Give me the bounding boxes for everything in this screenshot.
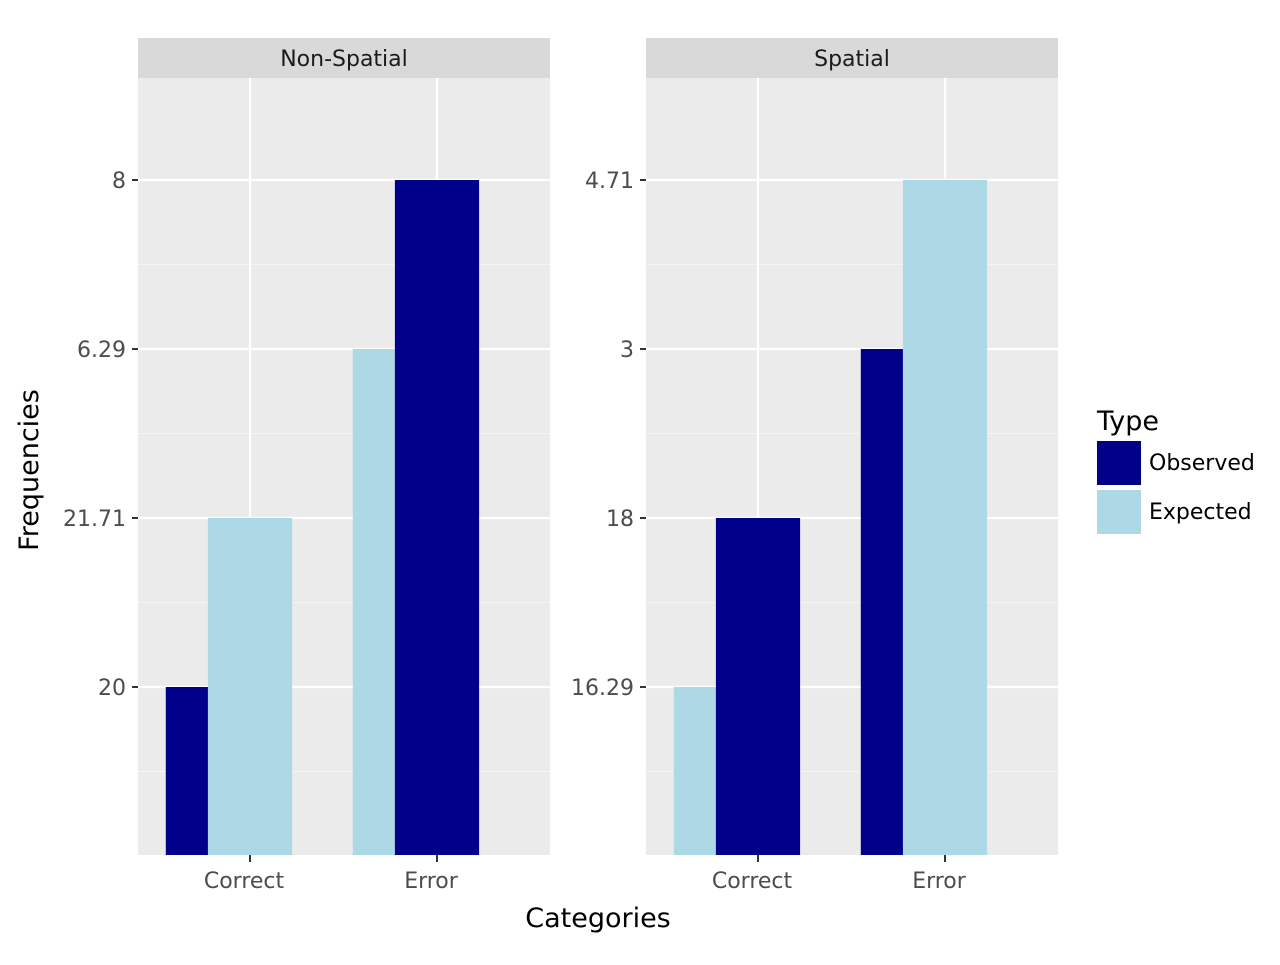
legend-key-expected [1097, 490, 1141, 534]
legend-key-observed [1097, 441, 1141, 485]
y-tick-label-non-spatial-0: 20 [98, 676, 126, 701]
bar-spatial-error-expected [902, 180, 988, 855]
legend-title: Type [1096, 406, 1159, 437]
y-axis-title: Frequencies [14, 389, 45, 551]
y-tick-label-spatial-3: 4.71 [585, 169, 634, 194]
y-tick-label-spatial-1: 18 [606, 507, 634, 532]
x-tick-label-spatial-error: Error [912, 869, 967, 894]
x-tick-label-spatial-correct: Correct [712, 869, 793, 894]
legend-label-expected: Expected [1149, 500, 1252, 525]
panel-non-spatial: Non-Spatial 20 21.71 6.29 8 Correct Error [63, 38, 550, 894]
x-tick-label-non-spatial-correct: Correct [204, 869, 285, 894]
bar-non-spatial-error-observed [394, 180, 480, 855]
strip-non-spatial [138, 38, 550, 78]
bar-spatial-correct-observed [715, 518, 801, 855]
panel-spatial: Spatial 16.29 18 3 4.71 Correct Error [571, 38, 1058, 894]
x-tick-label-non-spatial-error: Error [404, 869, 459, 894]
strip-label-spatial: Spatial [814, 47, 890, 72]
y-tick-label-spatial-2: 3 [620, 338, 634, 363]
y-tick-label-non-spatial-1: 21.71 [63, 507, 126, 532]
legend-label-observed: Observed [1149, 451, 1255, 476]
legend: Type Observed Expected [1096, 406, 1255, 534]
strip-label-non-spatial: Non-Spatial [280, 47, 408, 72]
y-tick-label-non-spatial-3: 8 [112, 169, 126, 194]
strip-spatial [646, 38, 1058, 78]
y-tick-label-non-spatial-2: 6.29 [77, 338, 126, 363]
y-tick-label-spatial-0: 16.29 [571, 676, 634, 701]
bar-non-spatial-correct-expected [207, 518, 293, 855]
x-axis-title: Categories [525, 903, 671, 934]
